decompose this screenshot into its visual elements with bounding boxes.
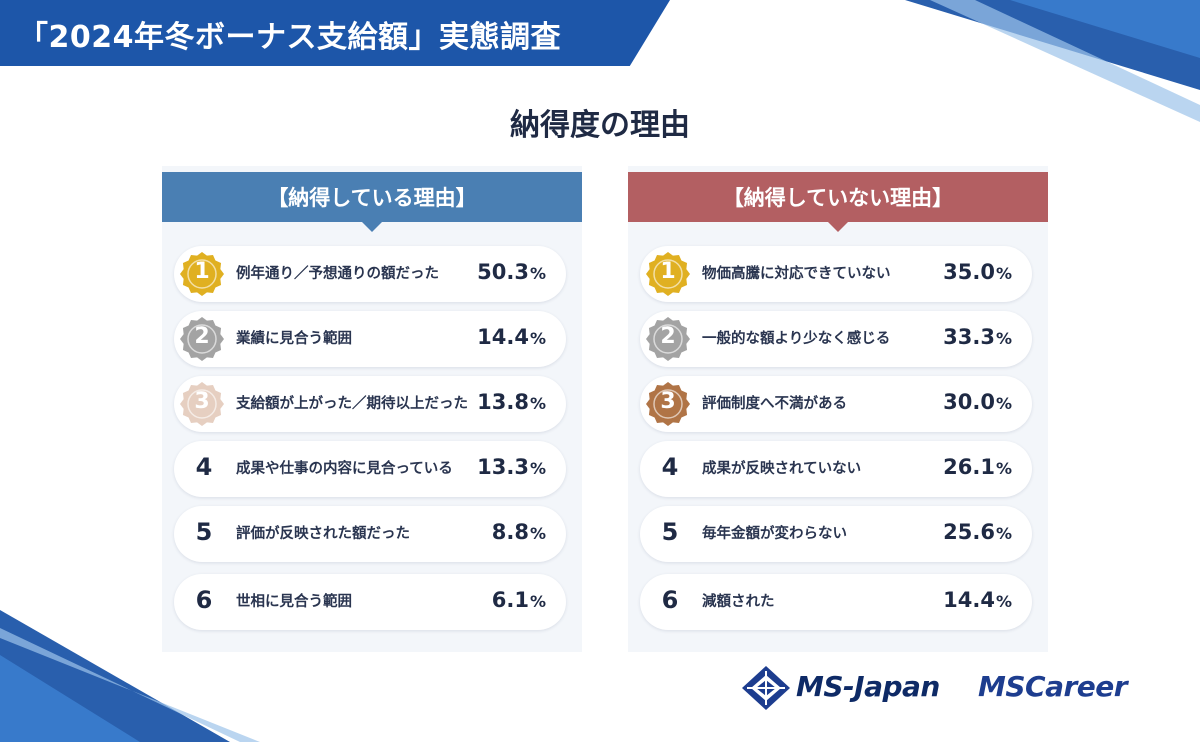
percentage-number: 13.3 — [477, 455, 529, 479]
medal-silver-icon — [646, 317, 690, 361]
percentage-number: 6.1 — [491, 588, 529, 612]
rank-row: 4 成果が反映されていない 26.1% — [640, 441, 1032, 497]
rank-number: 4 — [661, 453, 679, 481]
rank-number: 6 — [195, 586, 213, 614]
percentage-number: 13.8 — [477, 390, 529, 414]
page-title: 「2024年冬ボーナス支給額」実態調査 — [18, 20, 561, 55]
percentage-value: 14.4% — [943, 588, 1012, 612]
rank-row: 4 成果や仕事の内容に見合っている 13.3% — [174, 441, 566, 497]
rank-number: 6 — [661, 586, 679, 614]
reason-label: 評価制度へ不満がある — [702, 395, 847, 412]
rank-row: 6 世相に見合う範囲 6.1% — [174, 574, 566, 630]
percentage-number: 50.3 — [477, 260, 529, 284]
title-band — [0, 0, 670, 66]
percentage-unit: % — [995, 459, 1012, 478]
percentage-number: 14.4 — [943, 588, 995, 612]
percentage-number: 33.3 — [943, 325, 995, 349]
rank-row: 6 減額された 14.4% — [640, 574, 1032, 630]
percentage-number: 30.0 — [943, 390, 995, 414]
percentage-number: 25.6 — [943, 520, 995, 544]
panel-header-unsatisfied: 【納得していない理由】 — [628, 172, 1048, 232]
percentage-value: 6.1% — [492, 588, 546, 612]
percentage-value: 13.8% — [477, 390, 546, 414]
percentage-unit: % — [529, 592, 546, 611]
rank-number: 3 — [194, 389, 210, 414]
rank-row: 2 業績に見合う範囲 14.4% — [174, 311, 566, 367]
rank-row: 1 物価高騰に対応できていない 35.0% — [640, 246, 1032, 302]
reason-label: 一般的な額より少なく感じる — [702, 330, 891, 347]
percentage-value: 14.4% — [477, 325, 546, 349]
ms-japan-logo-icon — [742, 666, 790, 710]
percentage-number: 8.8 — [491, 520, 529, 544]
percentage-number: 26.1 — [943, 455, 995, 479]
ms-japan-logo: MS-Japan — [796, 670, 940, 703]
medal-silver-icon — [180, 317, 224, 361]
reason-label: 物価高騰に対応できていない — [702, 265, 891, 282]
percentage-value: 50.3% — [477, 260, 546, 284]
rank-number: 5 — [195, 518, 213, 546]
medal-bronze_light-icon — [180, 382, 224, 426]
percentage-unit: % — [995, 394, 1012, 413]
panel-satisfied: 【納得している理由】 1 例年通り／予想通りの額だった 50.3% 2 業績に見合う範囲… — [162, 166, 582, 652]
panel-unsatisfied: 【納得していない理由】 1 物価高騰に対応できていない 35.0% 2 一般的な額より少… — [628, 166, 1048, 652]
percentage-unit: % — [529, 394, 546, 413]
percentage-unit: % — [529, 329, 546, 348]
reason-label: 毎年金額が変わらない — [702, 525, 847, 542]
percentage-value: 25.6% — [943, 520, 1012, 544]
percentage-value: 26.1% — [943, 455, 1012, 479]
reason-label: 世相に見合う範囲 — [236, 593, 352, 610]
percentage-number: 35.0 — [943, 260, 995, 284]
rank-row: 5 毎年金額が変わらない 25.6% — [640, 506, 1032, 562]
rank-row: 2 一般的な額より少なく感じる 33.3% — [640, 311, 1032, 367]
rank-row: 1 例年通り／予想通りの額だった 50.3% — [174, 246, 566, 302]
ms-career-logo: MSCareer — [978, 670, 1128, 703]
reason-label: 成果が反映されていない — [702, 460, 862, 477]
percentage-unit: % — [995, 329, 1012, 348]
rank-number: 1 — [194, 259, 210, 284]
medal-gold-icon — [646, 252, 690, 296]
rank-row: 3 評価制度へ不満がある 30.0% — [640, 376, 1032, 432]
rank-number: 3 — [660, 389, 676, 414]
reason-label: 成果や仕事の内容に見合っている — [236, 460, 453, 477]
reason-label: 支給額が上がった／期待以上だった — [236, 395, 468, 412]
percentage-value: 35.0% — [943, 260, 1012, 284]
percentage-unit: % — [529, 524, 546, 543]
rank-number: 2 — [660, 324, 676, 349]
panel-header-satisfied: 【納得している理由】 — [162, 172, 582, 232]
rank-row: 5 評価が反映された額だった 8.8% — [174, 506, 566, 562]
percentage-number: 14.4 — [477, 325, 529, 349]
reason-label: 業績に見合う範囲 — [236, 330, 352, 347]
percentage-unit: % — [995, 592, 1012, 611]
percentage-unit: % — [529, 459, 546, 478]
percentage-value: 8.8% — [492, 520, 546, 544]
rank-row: 3 支給額が上がった／期待以上だった 13.8% — [174, 376, 566, 432]
percentage-value: 33.3% — [943, 325, 1012, 349]
percentage-value: 13.3% — [477, 455, 546, 479]
percentage-unit: % — [995, 264, 1012, 283]
reason-label: 例年通り／予想通りの額だった — [236, 265, 439, 282]
logo-area: MS-Japan MSCareer — [740, 666, 1160, 710]
rank-number: 1 — [660, 259, 676, 284]
percentage-value: 30.0% — [943, 390, 1012, 414]
reason-label: 減額された — [702, 593, 775, 610]
medal-gold-icon — [180, 252, 224, 296]
chart-subtitle: 納得度の理由 — [510, 108, 690, 143]
percentage-unit: % — [529, 264, 546, 283]
percentage-unit: % — [995, 524, 1012, 543]
rank-number: 4 — [195, 453, 213, 481]
reason-label: 評価が反映された額だった — [236, 525, 410, 542]
rank-number: 2 — [194, 324, 210, 349]
rank-number: 5 — [661, 518, 679, 546]
medal-bronze-icon — [646, 382, 690, 426]
